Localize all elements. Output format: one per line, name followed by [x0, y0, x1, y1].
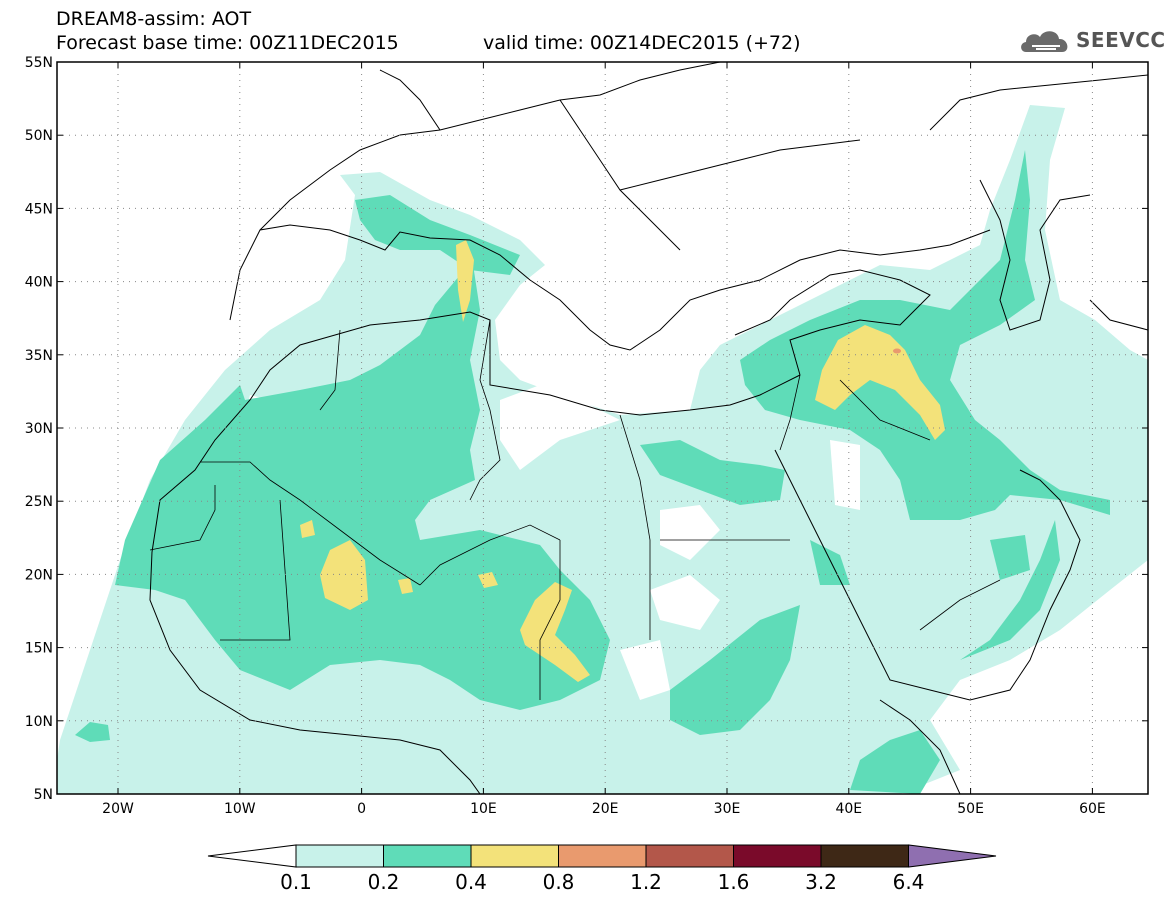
lat-label: 25N: [25, 494, 53, 510]
lon-label: 60E: [1079, 801, 1106, 817]
lat-label: 10N: [25, 714, 53, 730]
aot-clear-area: [500, 385, 620, 470]
lon-label: 20W: [102, 801, 134, 817]
colorbar-box: [820, 844, 909, 868]
colorbar-over-triangle: [908, 844, 997, 868]
colorbar-box: [733, 844, 822, 868]
lat-label: 5N: [34, 787, 53, 803]
colorbar-label: 1.6: [718, 870, 750, 894]
lat-label: 35N: [25, 348, 53, 364]
colorbar-label: 0.4: [455, 870, 487, 894]
aot-field-medium: [640, 440, 785, 505]
aot-field-high: [300, 520, 315, 538]
map-gridlines: [57, 61, 1148, 795]
lon-labels: 20W 10W 0 10E 20E 30E 40E 50E 60E: [102, 801, 1106, 817]
aot-field-medium: [990, 535, 1030, 580]
seevccc-logo: SEEVCCC: [1018, 24, 1165, 58]
lat-label: 50N: [25, 128, 53, 144]
lat-label: 30N: [25, 421, 53, 437]
lon-label: 0: [357, 801, 366, 817]
aot-field-medium: [75, 722, 110, 742]
aot-field-medium: [355, 195, 520, 275]
lon-label: 10W: [224, 801, 256, 817]
lat-label: 15N: [25, 641, 53, 657]
coastlines: [149, 62, 1148, 794]
aot-field-medium: [810, 540, 850, 585]
aot-field-medium: [115, 245, 610, 710]
lat-label: 20N: [25, 567, 53, 583]
colorbar-label: 3.2: [805, 870, 837, 894]
lon-label: 50E: [957, 801, 984, 817]
lat-label: 55N: [25, 55, 53, 71]
lon-label: 20E: [592, 801, 619, 817]
colorbar-label: 0.8: [543, 870, 575, 894]
base-time-label: Forecast base time: 00Z11DEC2015: [56, 32, 399, 54]
aot-fields: [57, 105, 1148, 794]
colorbar: 0.1 0.2 0.4 0.8 1.2 1.6 3.2 6.4: [207, 844, 997, 894]
aot-clear-area: [830, 440, 860, 510]
aot-clear-area: [620, 640, 670, 700]
colorbar-box: [470, 844, 559, 868]
colorbar-label: 0.2: [368, 870, 400, 894]
aot-field-high: [815, 325, 945, 440]
colorbar-box: [645, 844, 734, 868]
lon-label: 40E: [835, 801, 862, 817]
aot-field-peak: [893, 348, 901, 354]
aot-clear-area: [660, 505, 720, 560]
aot-clear-area: [650, 575, 720, 630]
map-title: DREAM8-assim: AOT: [56, 8, 252, 30]
lat-label: 45N: [25, 201, 53, 217]
colorbar-label: 0.1: [280, 870, 312, 894]
lon-label: 30E: [714, 801, 741, 817]
colorbar-box: [383, 844, 472, 868]
lat-label: 40N: [25, 275, 53, 291]
colorbar-under-triangle: [207, 844, 297, 868]
lat-labels: 55N 50N 45N 40N 35N 30N 25N 20N 15N 10N 5N: [25, 55, 53, 803]
aot-field-medium: [960, 520, 1060, 660]
valid-time-label: valid time: 00Z14DEC2015 (+72): [483, 32, 801, 54]
colorbar-box: [558, 844, 647, 868]
aot-field-high: [398, 578, 413, 594]
aot-field-high: [520, 582, 590, 682]
aot-field-high: [320, 540, 368, 610]
country-borders: [149, 319, 1001, 700]
colorbar-label: 6.4: [893, 870, 925, 894]
aot-field-medium: [850, 730, 940, 794]
lon-label: 10E: [470, 801, 497, 817]
aot-field-medium: [670, 605, 800, 735]
aot-field-high: [456, 240, 474, 322]
aot-field-medium: [740, 150, 1110, 520]
colorbar-box: [295, 844, 384, 868]
colorbar-label: 1.2: [630, 870, 662, 894]
logo-text: SEEVCCC: [1076, 28, 1165, 52]
cloud-icon: [1021, 31, 1068, 52]
